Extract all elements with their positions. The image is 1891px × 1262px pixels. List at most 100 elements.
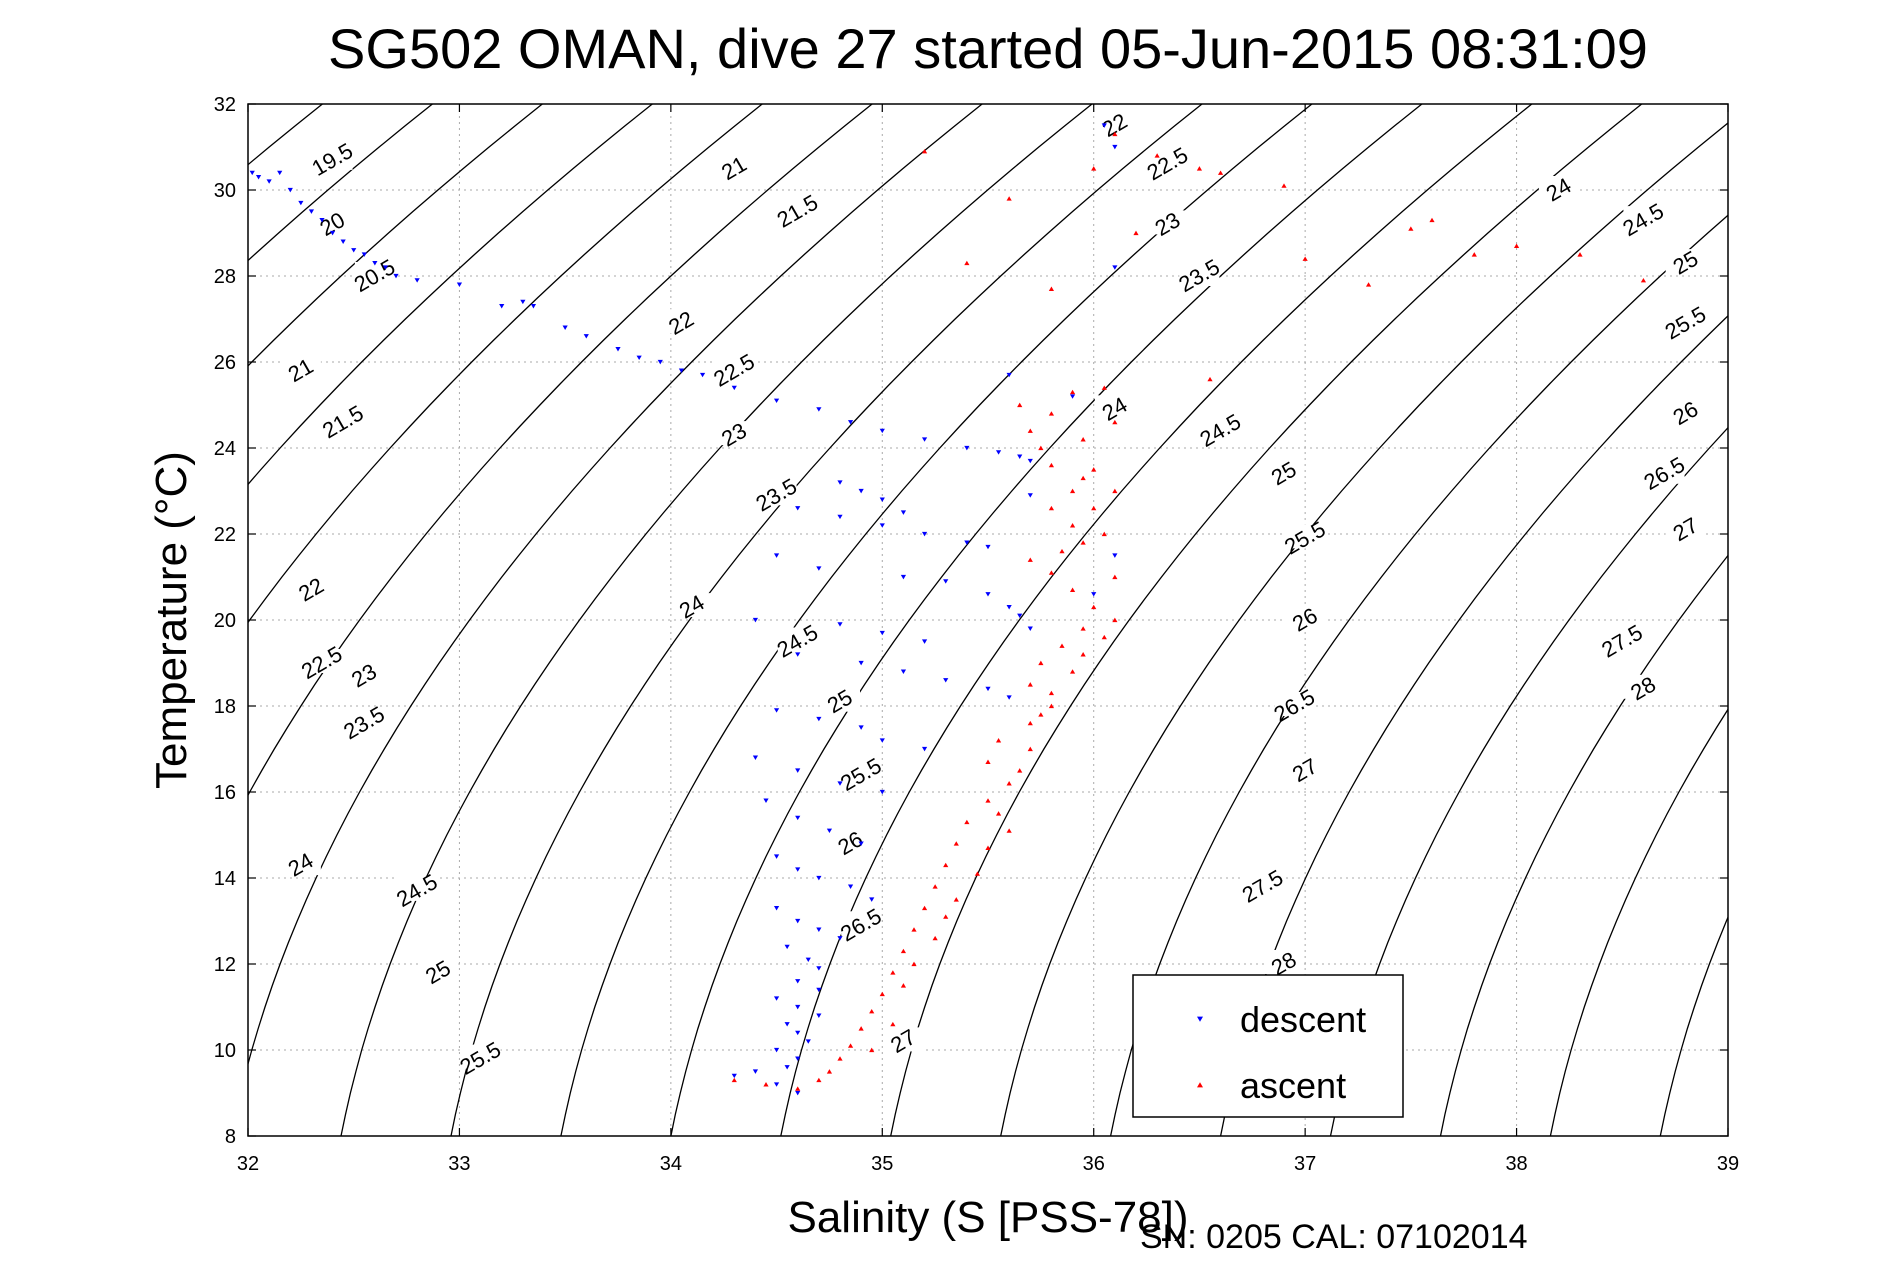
descent-point [943, 678, 949, 683]
descent-point [1017, 613, 1023, 619]
contour-label-background [1665, 515, 1706, 540]
ascent-point [985, 759, 991, 764]
ascent-point [1080, 540, 1086, 545]
descent-point [773, 398, 780, 404]
descent-point [583, 334, 589, 339]
contour-label-background [460, 1044, 501, 1069]
contour-label-background [1200, 416, 1241, 441]
contour-label-background [830, 829, 871, 854]
density-contour-line [890, 104, 1643, 1136]
contour-label-background [312, 210, 353, 235]
ascent-point [1154, 153, 1160, 158]
descent-point [773, 996, 780, 1001]
contour-label-background [1274, 692, 1315, 716]
ascent-point [1069, 389, 1076, 395]
descent-point [763, 798, 769, 803]
descent-point [837, 480, 843, 485]
density-contour-line [248, 104, 984, 1067]
contour-label-background [1285, 606, 1326, 630]
ascent-point [1027, 428, 1033, 433]
descent-point [1027, 458, 1033, 464]
ascent-point [964, 260, 970, 266]
descent-point [816, 566, 822, 571]
descent-point [879, 630, 885, 636]
contour-label-background [777, 627, 818, 652]
ascent-point [1069, 488, 1076, 494]
contour-label-background [1094, 395, 1135, 420]
ascent-point [900, 983, 907, 988]
contour-label-background [1623, 674, 1664, 699]
y-axis-label: Temperature (°C) [147, 451, 196, 789]
ascent-point [1038, 712, 1044, 717]
contour-label-background [344, 661, 385, 686]
descent-point [921, 437, 928, 442]
y-tick-label: 10 [214, 1040, 236, 1062]
ascent-point [953, 841, 959, 846]
descent-point [847, 884, 854, 889]
descent-point [943, 579, 949, 584]
ascent-point [1048, 411, 1055, 416]
x-tick-label: 35 [871, 1153, 893, 1175]
descent-point [879, 428, 885, 434]
ascent-point [974, 871, 981, 876]
serial-calibration-footer: SN: 0205 CAL: 07102014 [1140, 1218, 1528, 1256]
descent-point [985, 592, 991, 597]
ascent-point [1048, 703, 1055, 709]
ascent-point [1080, 475, 1086, 481]
descent-point [795, 506, 801, 511]
descent-point [879, 738, 885, 743]
y-tick-label: 22 [214, 524, 236, 546]
legend-box [1132, 974, 1404, 1118]
ascent-point [1027, 720, 1033, 726]
ascent-point [1101, 385, 1107, 390]
contour-label-background [323, 408, 364, 433]
y-tick-label: 26 [214, 352, 236, 374]
descent-point [773, 1082, 780, 1087]
axis-ticks: 32 33 34 35 36 37 38 39 8 10 12 14 16 18 20 22 24 26 28 30 3… [214, 94, 1739, 1175]
descent-point [900, 574, 907, 580]
descent-point [382, 265, 389, 270]
ascent-point [890, 970, 896, 975]
contour-label-background [841, 760, 882, 785]
ascent-point [1207, 376, 1213, 382]
ascent-point [1408, 226, 1414, 231]
contour-label-background [354, 262, 395, 286]
ascent-point [1069, 669, 1076, 674]
ascent-point [1101, 531, 1107, 537]
descent-point [1006, 695, 1012, 700]
ascent-point [879, 991, 885, 997]
ascent-point [1577, 252, 1583, 257]
density-contour-line [1219, 314, 1728, 1136]
descent-point [699, 372, 706, 378]
contour-label-background [418, 958, 459, 983]
descent-point [869, 897, 875, 902]
contour-label-background [312, 145, 353, 170]
descent-point [1112, 144, 1118, 150]
descent-point [985, 686, 991, 692]
ascent-point [869, 1008, 875, 1014]
ascent-point [1006, 781, 1012, 786]
descent-point [1112, 553, 1118, 558]
ascent-point [795, 1086, 801, 1091]
ascent-point [1027, 682, 1033, 687]
ascent-point [1038, 660, 1044, 666]
legend-ascent-marker [1197, 1082, 1203, 1088]
ascent-point [1429, 217, 1435, 223]
descent-point [636, 355, 642, 361]
descent-point [795, 979, 801, 984]
ascent-point [1091, 604, 1097, 610]
descent-point [1091, 592, 1097, 597]
ascent-point [1048, 286, 1055, 291]
density-contour-line [248, 104, 764, 624]
ascent-point [1091, 505, 1097, 511]
ascent-point [826, 1069, 833, 1074]
descent-point [995, 450, 1002, 455]
descent-point [837, 622, 843, 627]
descent-point [964, 445, 970, 451]
density-contour-line [248, 104, 874, 797]
ascent-point [858, 1026, 864, 1031]
descent-point [921, 639, 928, 644]
descent-point [795, 867, 801, 872]
ascent-point [953, 897, 959, 902]
descent-point [964, 540, 970, 545]
